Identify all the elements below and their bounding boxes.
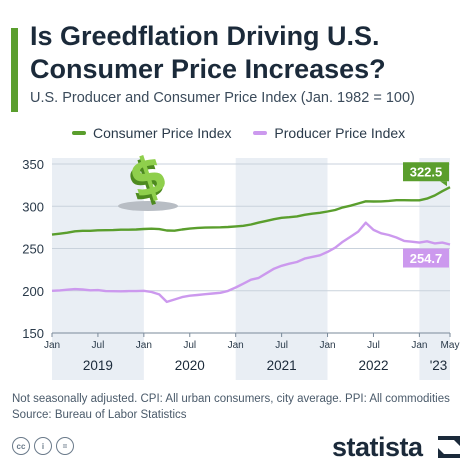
x-tick-label: May [441, 340, 460, 351]
legend-item-ppi: Producer Price Index [253, 125, 405, 141]
legend-swatch-ppi [253, 131, 268, 135]
x-tick-label: Jan [228, 340, 244, 351]
callout-pointer-cpi [440, 181, 447, 187]
page-title: Is Greedflation Driving U.S. Consumer Pr… [30, 21, 386, 84]
year-label: 2022 [358, 358, 388, 373]
statista-logo-icon[interactable] [436, 434, 462, 460]
year-label: 2021 [267, 358, 297, 373]
legend-swatch-cpi [72, 131, 86, 135]
x-tick-label: Jul [92, 340, 105, 351]
chart-legend: Consumer Price Index Producer Price Inde… [72, 122, 423, 141]
cc-icon[interactable]: cc [12, 437, 30, 455]
chart-source: Source: Bureau of Labor Statistics [12, 409, 187, 421]
x-tick-label: Jul [367, 340, 380, 351]
license-icons: cc i = [12, 437, 74, 455]
y-tick-label: 350 [22, 157, 44, 172]
legend-item-cpi: Consumer Price Index [72, 125, 232, 141]
year-labels: 2019 2020 2021 2022 '23 [83, 358, 447, 373]
attribution-icon[interactable]: i [34, 437, 52, 455]
chart-note: Not seasonally adjusted. CPI: All urban … [12, 393, 450, 405]
legend-label-cpi: Consumer Price Index [93, 125, 232, 141]
title-accent-bar [11, 28, 18, 112]
callout-box-cpi [403, 162, 449, 182]
y-tick-label: 250 [22, 242, 44, 257]
x-tick-label: Jul [183, 340, 196, 351]
chart-subtitle: U.S. Producer and Consumer Price Index (… [30, 90, 415, 106]
y-tick-label: 150 [22, 326, 44, 341]
callout-label-cpi: 322.5 [410, 165, 443, 180]
x-tick-labels: Jan Jul Jan Jul Jan Jul Jan Jul Jan May [44, 333, 460, 351]
year-band-0 [52, 158, 144, 380]
statista-logo[interactable]: statista [332, 432, 423, 462]
x-tick-label: Jan [136, 340, 152, 351]
year-band-1 [235, 158, 328, 380]
y-tick-label: 200 [22, 284, 44, 299]
series-line-cpi [51, 186, 451, 236]
end-value-callouts: 322.5 254.7 [403, 162, 449, 268]
year-bands [52, 158, 450, 380]
dollar-sign-icon: $ $ [118, 150, 178, 215]
legend-label-ppi: Producer Price Index [274, 125, 406, 141]
series-line-ppi [51, 221, 451, 304]
no-derivatives-icon[interactable]: = [56, 437, 74, 455]
x-tick-label: Jul [275, 340, 288, 351]
year-label: '23 [430, 358, 448, 373]
year-label: 2020 [175, 358, 205, 373]
year-label: 2019 [83, 358, 113, 373]
series-lines [51, 186, 451, 304]
callout-box-ppi [403, 248, 449, 268]
y-tick-labels: 150 200 250 300 350 [22, 157, 44, 341]
x-tick-label: Jan [411, 340, 427, 351]
price-index-chart: 150 200 250 300 350 Jan Jul Jan Jul Jan Jul Jan Jul… [22, 150, 460, 380]
y-tick-label: 300 [22, 199, 44, 214]
x-tick-label: Jan [44, 340, 60, 351]
callout-label-ppi: 254.7 [410, 251, 443, 266]
x-tick-label: Jan [319, 340, 335, 351]
